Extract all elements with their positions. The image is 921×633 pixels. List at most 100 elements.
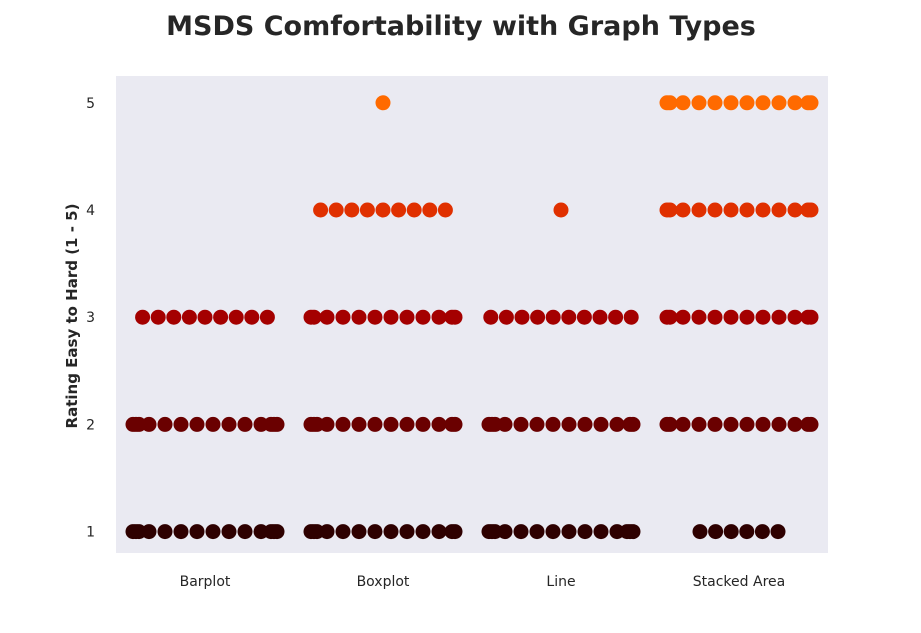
data-point (723, 95, 739, 111)
data-point (800, 309, 816, 325)
data-point (173, 524, 189, 540)
data-point (723, 309, 739, 325)
data-point (399, 524, 415, 540)
data-point (545, 416, 561, 432)
y-tick-label: 2 (86, 417, 95, 433)
data-point (755, 309, 771, 325)
data-point (592, 309, 608, 325)
data-point (157, 524, 173, 540)
data-point (623, 309, 639, 325)
data-point (755, 202, 771, 218)
data-point (577, 524, 593, 540)
data-point (755, 416, 771, 432)
data-point (692, 524, 708, 540)
data-point (608, 309, 624, 325)
data-point (529, 416, 545, 432)
data-point (406, 202, 422, 218)
data-point (444, 416, 460, 432)
data-point (391, 202, 407, 218)
data-point (415, 416, 431, 432)
data-point (800, 416, 816, 432)
data-point (771, 202, 787, 218)
data-point (335, 416, 351, 432)
data-point (514, 309, 530, 325)
data-point (771, 309, 787, 325)
data-point (691, 309, 707, 325)
data-point (383, 416, 399, 432)
data-point (228, 309, 244, 325)
x-tick-label: Line (546, 574, 575, 590)
data-point (306, 309, 322, 325)
data-point (189, 524, 205, 540)
y-tick-label: 4 (86, 203, 95, 219)
data-point (675, 95, 691, 111)
data-point (513, 524, 529, 540)
data-point (351, 309, 367, 325)
data-point (739, 309, 755, 325)
data-point (723, 416, 739, 432)
data-point (431, 524, 447, 540)
data-point (787, 309, 803, 325)
y-tick-label: 1 (86, 525, 95, 541)
data-point (166, 309, 182, 325)
data-point (173, 416, 189, 432)
data-point (181, 309, 197, 325)
data-point (707, 202, 723, 218)
data-point (691, 95, 707, 111)
data-point (691, 416, 707, 432)
data-point (723, 202, 739, 218)
data-point (553, 202, 569, 218)
data-point (131, 416, 147, 432)
data-point (675, 202, 691, 218)
data-point (263, 416, 279, 432)
data-point (205, 416, 221, 432)
data-point (739, 416, 755, 432)
data-point (131, 524, 147, 540)
data-point (593, 416, 609, 432)
data-point (787, 202, 803, 218)
data-point (483, 309, 499, 325)
data-point (662, 309, 678, 325)
data-point (221, 416, 237, 432)
data-point (771, 95, 787, 111)
data-point (593, 524, 609, 540)
data-point (487, 416, 503, 432)
data-point (755, 95, 771, 111)
data-point (367, 416, 383, 432)
data-point (498, 309, 514, 325)
data-point (351, 524, 367, 540)
data-point (787, 95, 803, 111)
data-point (263, 524, 279, 540)
data-point (619, 524, 635, 540)
data-point (675, 416, 691, 432)
x-tick-label: Barplot (180, 574, 231, 590)
data-point (359, 202, 375, 218)
data-point (221, 524, 237, 540)
data-point (771, 416, 787, 432)
data-point (375, 202, 391, 218)
data-point (399, 309, 415, 325)
x-tick-labels: Barplot Boxplot Line Stacked Area (180, 574, 786, 590)
y-tick-label: 3 (86, 310, 95, 326)
data-point (754, 524, 770, 540)
data-point (351, 416, 367, 432)
data-point (444, 309, 460, 325)
y-tick-labels: 1 2 3 4 5 (86, 96, 95, 541)
data-point (309, 524, 325, 540)
data-point (197, 309, 213, 325)
data-point (313, 202, 329, 218)
data-point (383, 309, 399, 325)
data-point (415, 309, 431, 325)
data-point (622, 416, 638, 432)
data-point (561, 524, 577, 540)
data-point (431, 309, 447, 325)
data-point (259, 309, 275, 325)
data-point (662, 202, 678, 218)
data-point (431, 416, 447, 432)
data-point (367, 309, 383, 325)
chart-title: MSDS Comfortability with Graph Types (166, 11, 756, 42)
data-point (513, 416, 529, 432)
data-point (213, 309, 229, 325)
data-point (335, 309, 351, 325)
